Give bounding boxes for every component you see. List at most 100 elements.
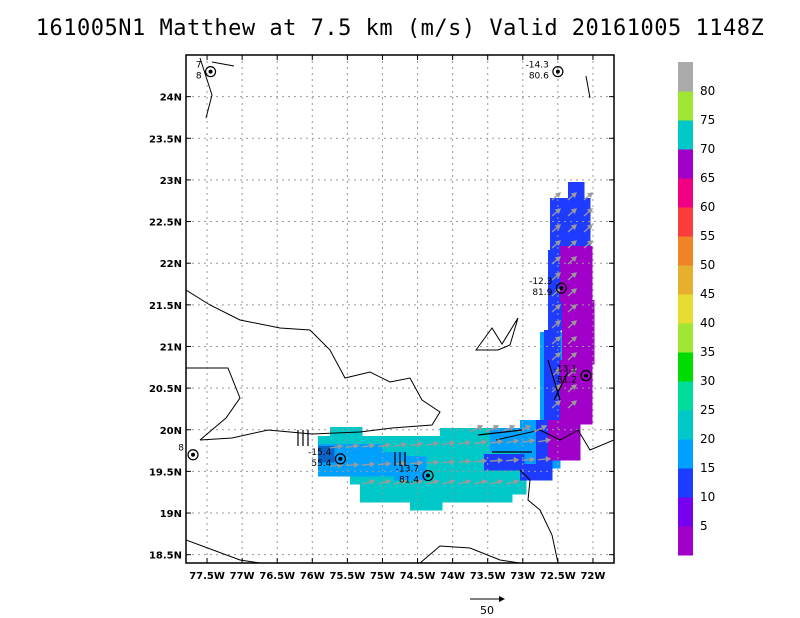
wind-speed-cell	[550, 198, 559, 207]
colorbar-label: 80	[700, 84, 715, 98]
wind-speed-cell	[548, 306, 557, 315]
wind-speed-cell	[490, 444, 499, 453]
wind-speed-cell	[402, 472, 411, 481]
colorbar-swatch	[678, 526, 693, 556]
wind-speed-cell	[480, 494, 489, 503]
wind-speed-cell	[576, 392, 585, 401]
wind-speed-cell	[464, 436, 473, 445]
wind-speed-cell	[374, 452, 383, 461]
wind-speed-cell	[568, 408, 577, 417]
wind-speed-cell	[504, 494, 513, 503]
center-label-value: -12.3	[529, 277, 552, 287]
wind-speed-cell	[544, 330, 553, 339]
wind-speed-cell	[326, 446, 335, 455]
wind-speed-cell	[582, 206, 591, 215]
wind-speed-cell	[350, 452, 359, 461]
wind-speed-cell	[392, 494, 401, 503]
wind-speed-cell	[366, 452, 375, 461]
wind-speed-cell	[342, 444, 351, 453]
wind-speed-cell	[536, 444, 545, 453]
coastlines	[186, 57, 614, 563]
colorbar-swatch	[678, 323, 693, 353]
wind-speed-cell	[564, 436, 573, 445]
wind-vector	[425, 479, 440, 485]
wind-speed-cell	[484, 454, 493, 463]
colorbar-swatch	[678, 265, 693, 295]
wind-vector	[425, 440, 440, 447]
wind-speed-cell	[518, 486, 527, 495]
wind-speed-cell	[410, 456, 419, 465]
wind-speed-cell	[456, 428, 465, 437]
wind-vector	[473, 458, 488, 465]
wind-vector	[489, 479, 504, 485]
wind-speed-cell	[568, 262, 577, 271]
wind-speed-cell	[586, 308, 595, 317]
wind-speed-cell	[552, 362, 561, 371]
wind-speed-cell	[560, 246, 569, 255]
wind-speed-cell	[578, 348, 587, 357]
x-tick-label: 75W	[370, 571, 395, 582]
colorbar-swatch	[678, 352, 693, 382]
wind-speed-cell	[586, 332, 595, 341]
wind-speed-cell	[520, 428, 529, 437]
wind-vector	[567, 352, 578, 361]
wind-speed-cell	[584, 262, 593, 271]
colorbar-label: 65	[700, 171, 715, 185]
colorbar-label: 20	[700, 432, 715, 446]
x-tick-label: 72W	[580, 571, 605, 582]
wind-speed-cell	[368, 494, 377, 503]
wind-speed-cell	[318, 446, 327, 455]
wind-speed-cell	[456, 452, 465, 461]
colorbar-label: 35	[700, 345, 715, 359]
center-label-value: 8	[196, 72, 202, 82]
wind-speed-cell	[424, 478, 433, 487]
wind-speed-cell	[566, 238, 575, 247]
wind-barb	[477, 429, 523, 436]
wind-speed-cell	[586, 300, 595, 309]
wind-vector	[537, 437, 552, 444]
wind-speed-cell	[342, 436, 351, 445]
wind-vector	[469, 425, 484, 433]
wind-speed-cell	[574, 222, 583, 231]
wind-speed-cell	[544, 472, 553, 481]
wind-speed-cell	[536, 452, 545, 461]
wind-speed-cell	[422, 444, 431, 453]
wind-speed-cell	[576, 254, 585, 263]
x-tick-label: 72.5W	[540, 571, 576, 582]
wind-speed-cell	[584, 254, 593, 263]
wind-vector	[583, 224, 594, 233]
wind-vector	[567, 224, 578, 233]
wind-speed-cell	[558, 230, 567, 239]
wind-speed-cell	[390, 436, 399, 445]
colorbar-swatch	[678, 468, 693, 498]
wind-speed-cell	[528, 444, 537, 453]
wind-speed-cell	[552, 346, 561, 355]
wind-speed-cell	[586, 316, 595, 325]
wind-speed-cell	[564, 452, 573, 461]
wind-speed-cell	[358, 444, 367, 453]
x-tick-label: 76.5W	[259, 571, 295, 582]
center-label-value: 80.6	[529, 72, 549, 82]
wind-speed-cell	[544, 464, 553, 473]
wind-speed-cell	[548, 250, 557, 259]
wind-speed-cell	[570, 316, 579, 325]
wind-speed-cell	[464, 494, 473, 503]
wind-speed-cell	[566, 230, 575, 239]
wind-speed-cell	[400, 486, 409, 495]
wind-speed-cell	[440, 428, 449, 437]
wind-speed-cell	[506, 428, 515, 437]
wind-speed-cell	[518, 478, 527, 487]
wind-speed-cell	[576, 400, 585, 409]
wind-speed-cell	[548, 298, 557, 307]
wind-speed-cell	[472, 452, 481, 461]
wind-vectors	[329, 192, 594, 485]
wind-speed-cell	[578, 316, 587, 325]
wind-speed-cell	[568, 294, 577, 303]
wind-speed-cell	[548, 444, 557, 453]
wind-speed-cell	[470, 478, 479, 487]
wind-speed-cell	[424, 486, 433, 495]
wind-vector	[361, 479, 376, 485]
wind-speed-cell	[454, 486, 463, 495]
wind-speed-cell	[346, 427, 355, 436]
wind-speed-cell	[464, 452, 473, 461]
